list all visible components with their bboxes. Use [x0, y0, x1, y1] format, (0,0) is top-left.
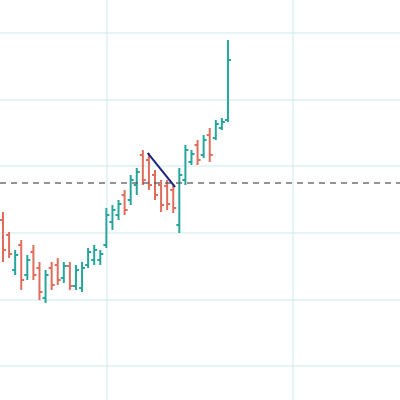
trend-line: [146, 152, 176, 188]
